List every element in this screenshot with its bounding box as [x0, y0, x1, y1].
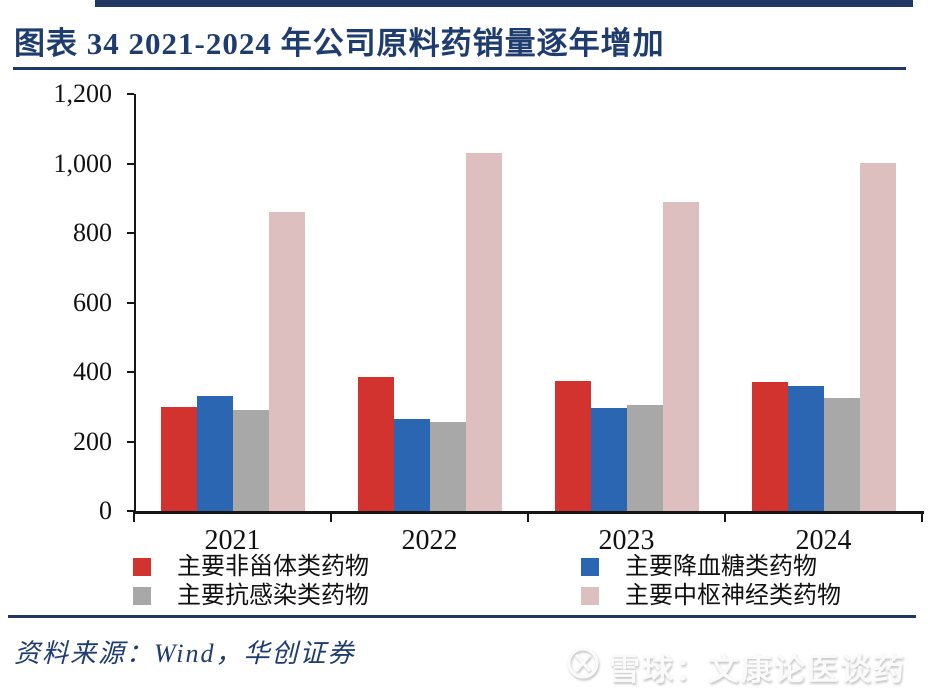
- watermark-text: 雪球：文康论医谈药: [609, 652, 906, 687]
- bar-2021-series-0: [160, 407, 197, 511]
- figure-title: 图表 34 2021-2024 年公司原料药销量逐年增加: [14, 26, 665, 61]
- x-axis-label: 2023: [598, 525, 655, 556]
- legend-swatch: [581, 558, 599, 576]
- bar-2023-series-3: [662, 202, 699, 511]
- legend-label: 主要抗感染类药物: [177, 582, 369, 609]
- legend-label: 主要非甾体类药物: [177, 553, 369, 580]
- top-border: [95, 0, 913, 7]
- bar-2022-series-3: [465, 153, 502, 511]
- x-axis-label: 2024: [795, 525, 852, 556]
- bar-2024-series-0: [751, 382, 788, 511]
- y-axis-tick-label: 800: [73, 218, 112, 247]
- bar-2021-series-2: [232, 410, 269, 511]
- y-axis-tick: [127, 232, 134, 234]
- x-axis-tick: [133, 511, 135, 522]
- y-axis-tick: [127, 162, 134, 165]
- bar-group-2024: [725, 94, 922, 511]
- y-axis-tick: [127, 440, 134, 443]
- y-axis-tick-label: 0: [99, 496, 112, 525]
- legend-swatch: [133, 587, 151, 605]
- plot-area: [134, 94, 924, 514]
- bar-chart: 0 200 400 600 800 1,000 1,200 2021 2022 2023 2024: [0, 79, 928, 556]
- y-axis-tick-label: 1,200: [53, 79, 113, 108]
- legend-item: 主要抗感染类药物: [133, 582, 581, 609]
- title-divider: [13, 67, 906, 70]
- y-axis-tick-label: 600: [73, 287, 112, 317]
- y-axis-tick: [127, 510, 134, 512]
- y-axis-tick-label: 400: [73, 357, 112, 386]
- y-axis-tick-label: 1,000: [53, 148, 113, 178]
- legend-item: 主要降血糖类药物: [581, 553, 841, 580]
- bar-2023-series-2: [626, 405, 663, 511]
- bar-2024-series-2: [823, 398, 860, 511]
- x-axis-tick: [921, 511, 923, 522]
- legend-item: 主要中枢神经类药物: [581, 582, 841, 609]
- bar-2023-series-1: [590, 408, 627, 511]
- footer-divider: [8, 615, 916, 618]
- legend-swatch: [581, 587, 599, 605]
- bar-2021-series-3: [268, 212, 305, 511]
- x-axis-tick: [330, 511, 332, 522]
- watermark: 雪球：文康论医谈药: [566, 644, 906, 689]
- bar-2022-series-0: [357, 377, 394, 511]
- x-axis-tick: [724, 511, 726, 522]
- xueqiu-logo-icon: [566, 646, 600, 688]
- source-note: 资料来源：Wind，华创证券: [14, 639, 356, 668]
- x-axis-tick: [527, 511, 529, 522]
- bar-2022-series-2: [429, 422, 466, 511]
- x-axis-label: 2021: [204, 525, 261, 556]
- bar-group-2021: [134, 94, 331, 511]
- bar-2024-series-3: [859, 163, 896, 511]
- legend-label: 主要降血糖类药物: [625, 553, 817, 580]
- bar-2022-series-1: [393, 419, 430, 511]
- legend-item: 主要非甾体类药物: [133, 553, 581, 580]
- x-axis-label: 2022: [401, 525, 458, 556]
- bar-group-2023: [528, 94, 725, 511]
- bar-2021-series-1: [196, 396, 233, 511]
- legend-label: 主要中枢神经类药物: [625, 582, 841, 609]
- y-axis-tick-label: 200: [73, 426, 112, 456]
- chart-legend: 主要非甾体类药物 主要降血糖类药物主要抗感染类药物 主要中枢神经类药物: [133, 553, 841, 609]
- y-axis-tick: [127, 371, 134, 373]
- bar-2023-series-0: [554, 381, 591, 511]
- legend-swatch: [133, 558, 151, 576]
- bar-2024-series-1: [787, 386, 824, 511]
- y-axis-tick: [127, 93, 134, 95]
- bar-group-2022: [331, 94, 528, 511]
- y-axis-tick: [127, 301, 134, 304]
